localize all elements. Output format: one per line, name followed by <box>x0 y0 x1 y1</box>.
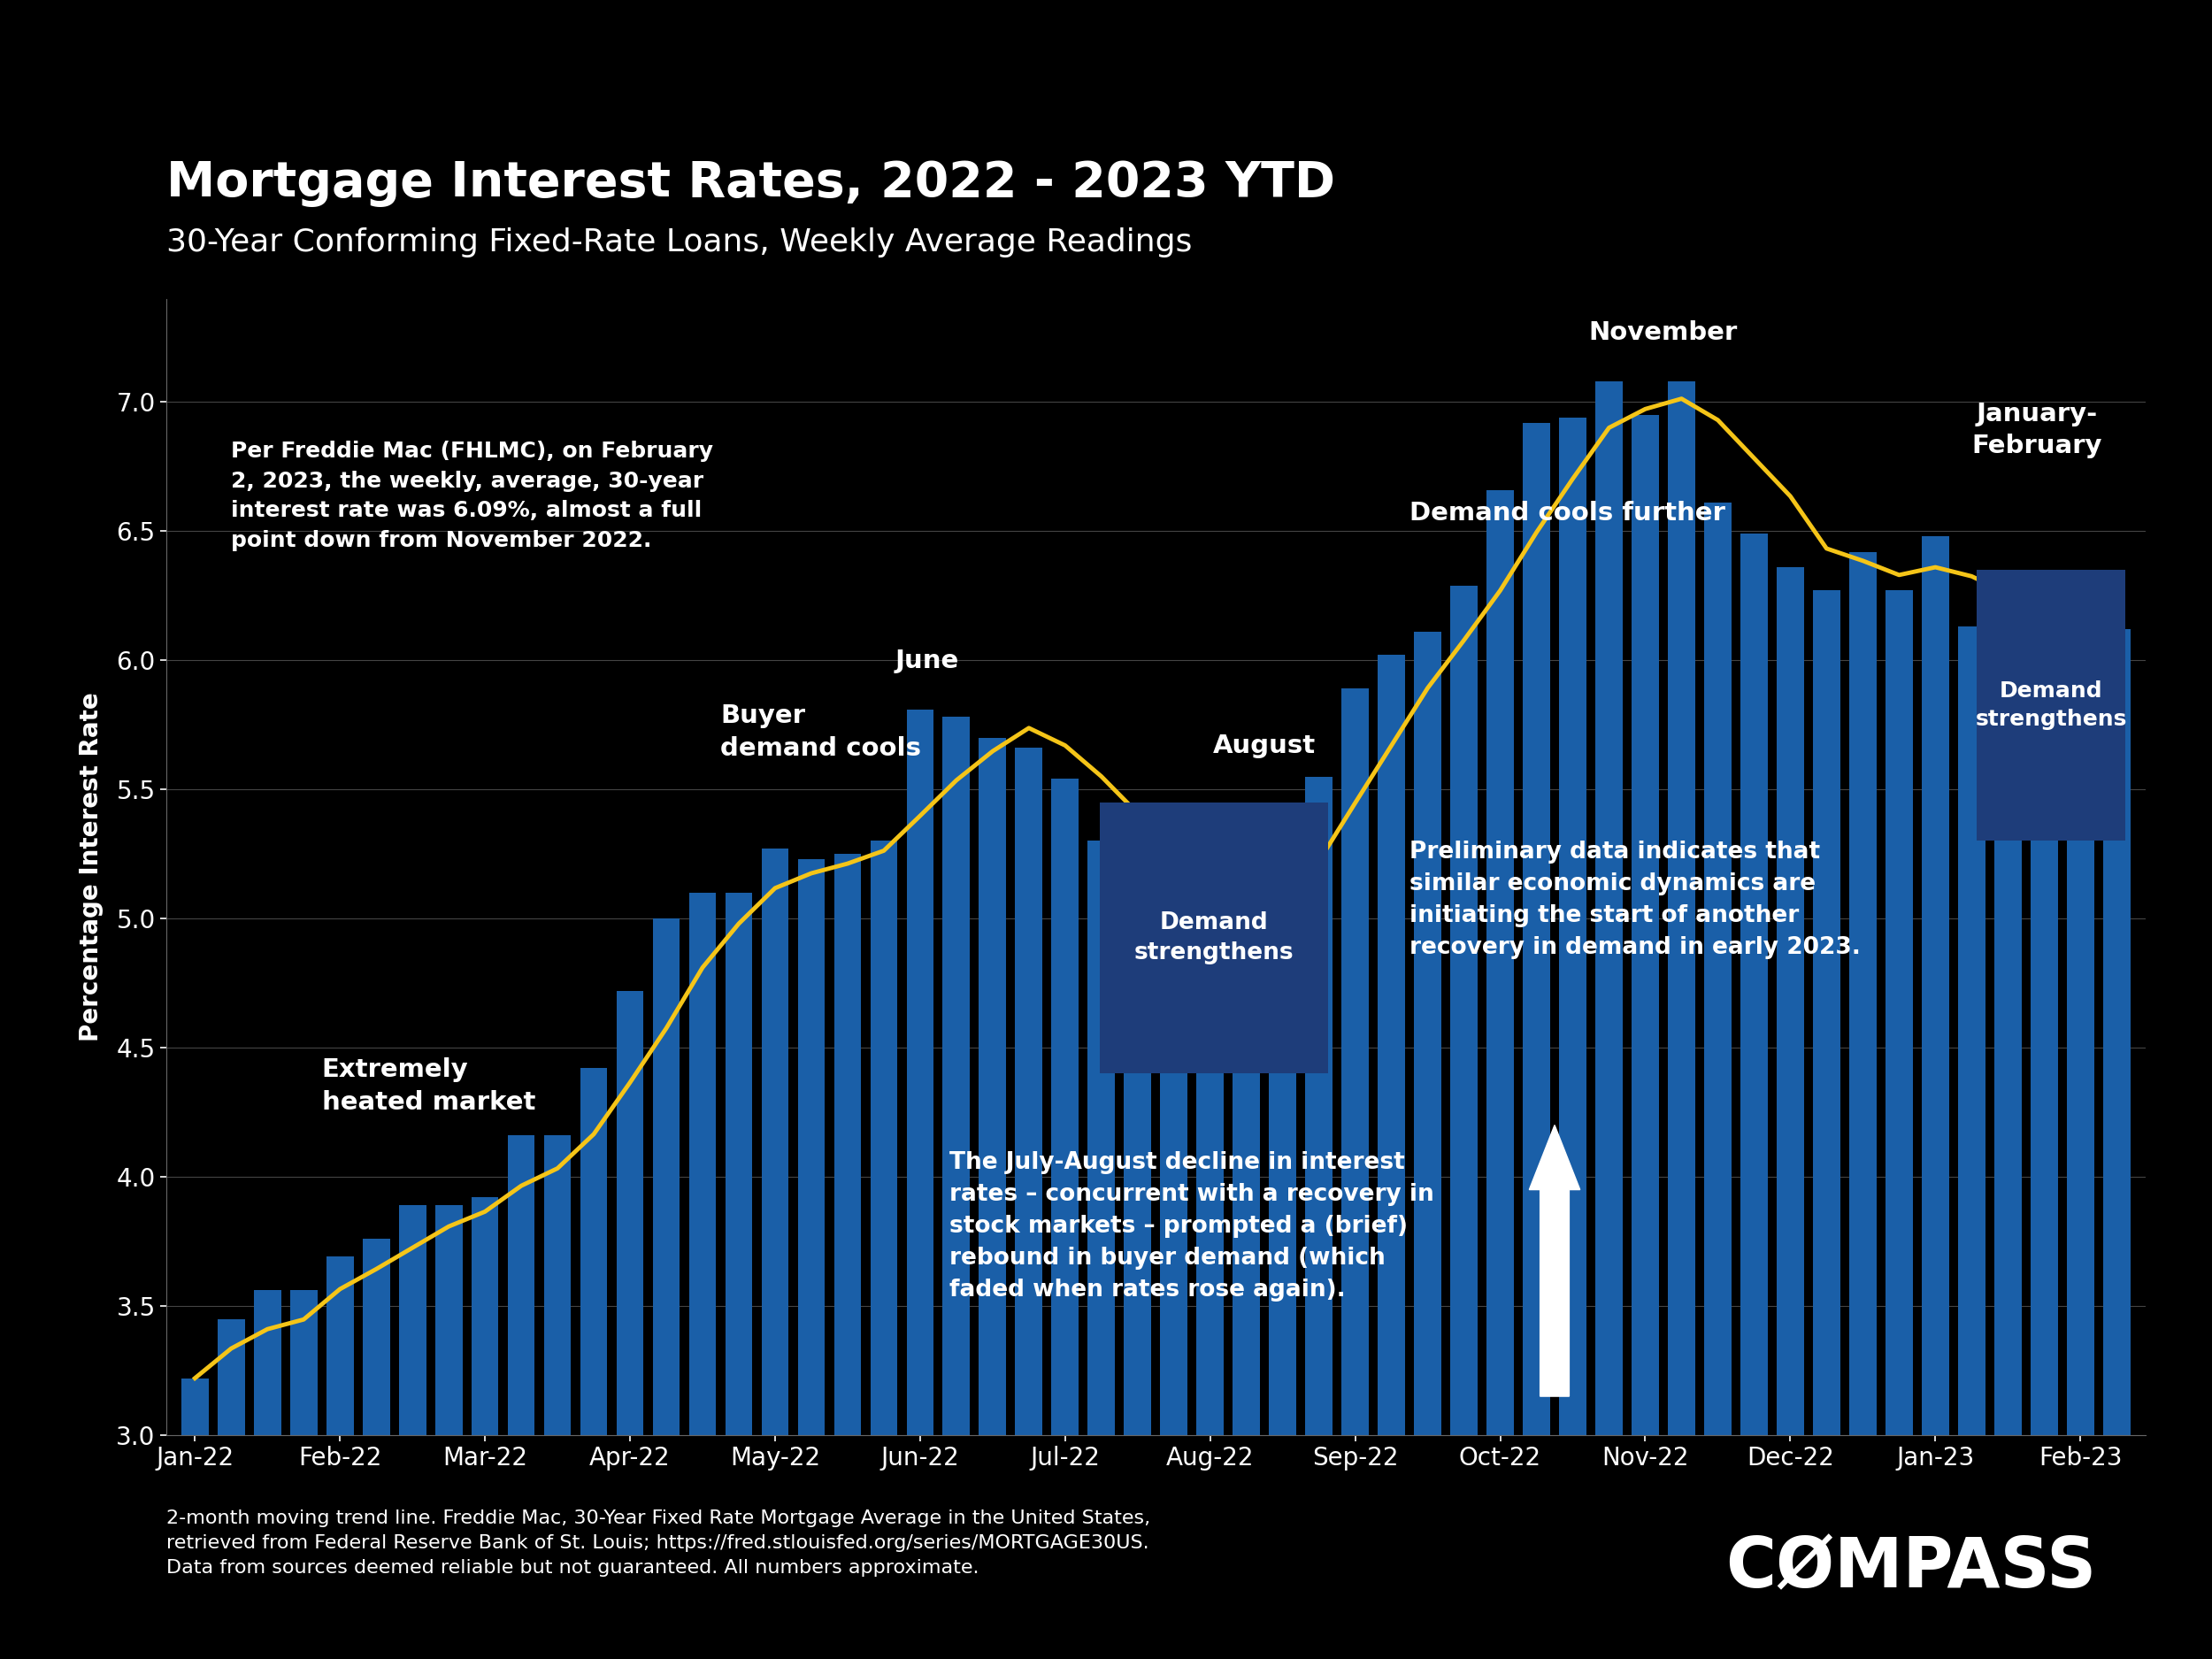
Bar <box>980 738 1006 1435</box>
Bar <box>580 1068 608 1435</box>
Text: August: August <box>1212 733 1316 758</box>
Bar <box>2104 629 2130 1435</box>
Bar <box>1522 423 1551 1435</box>
Bar <box>1161 921 1188 1435</box>
Bar <box>907 710 933 1435</box>
Bar <box>1305 776 1332 1435</box>
Bar <box>1595 382 1624 1435</box>
Bar <box>1486 489 1513 1435</box>
Bar <box>1451 586 1478 1435</box>
Bar <box>1051 780 1079 1435</box>
Text: Buyer
demand cools: Buyer demand cools <box>721 703 922 761</box>
Bar <box>436 1204 462 1435</box>
Text: Demand
strengthens: Demand strengthens <box>1975 680 2128 730</box>
Bar <box>1343 688 1369 1435</box>
Bar <box>1849 552 1876 1435</box>
Bar <box>507 1135 535 1435</box>
Bar <box>2031 637 2057 1435</box>
Bar <box>726 893 752 1435</box>
Bar <box>1703 503 1732 1435</box>
Bar <box>1741 534 1767 1435</box>
Bar <box>1776 567 1805 1435</box>
Bar <box>1378 655 1405 1435</box>
Text: Per Freddie Mac (FHLMC), on February
2, 2023, the weekly, average, 30-year
inter: Per Freddie Mac (FHLMC), on February 2, … <box>232 441 714 551</box>
Text: November: November <box>1588 320 1739 345</box>
Bar <box>2066 629 2095 1435</box>
Bar <box>290 1291 316 1435</box>
Bar <box>398 1204 427 1435</box>
Text: The July-August decline in interest
rates – concurrent with a recovery in
stock : The July-August decline in interest rate… <box>949 1151 1433 1301</box>
Text: Preliminary data indicates that
similar economic dynamics are
initiating the sta: Preliminary data indicates that similar … <box>1409 841 1860 959</box>
Bar <box>1995 622 2022 1435</box>
Text: June: June <box>896 649 960 674</box>
Text: Demand
strengthens: Demand strengthens <box>1135 911 1294 964</box>
Bar <box>544 1135 571 1435</box>
Bar <box>1015 748 1042 1435</box>
Bar <box>761 849 790 1435</box>
Text: Mortgage Interest Rates, 2022 - 2023 YTD: Mortgage Interest Rates, 2022 - 2023 YTD <box>166 159 1334 207</box>
Bar <box>688 893 717 1435</box>
Text: January-
February: January- February <box>1971 401 2101 460</box>
Bar <box>942 717 969 1435</box>
Bar <box>471 1198 498 1435</box>
Text: 30-Year Conforming Fixed-Rate Loans, Weekly Average Readings: 30-Year Conforming Fixed-Rate Loans, Wee… <box>166 227 1192 257</box>
Bar <box>327 1258 354 1435</box>
Bar <box>1124 884 1150 1435</box>
FancyBboxPatch shape <box>1978 569 2126 841</box>
Text: Extremely
heated market: Extremely heated market <box>321 1058 535 1115</box>
Bar <box>834 854 860 1435</box>
Bar <box>217 1319 246 1435</box>
Bar <box>1232 884 1261 1435</box>
Bar <box>1270 861 1296 1435</box>
Bar <box>1668 382 1694 1435</box>
Bar <box>869 841 898 1435</box>
Bar <box>799 859 825 1435</box>
Text: 2-month moving trend line. Freddie Mac, 30-Year Fixed Rate Mortgage Average in t: 2-month moving trend line. Freddie Mac, … <box>166 1510 1150 1578</box>
Bar <box>1559 418 1586 1435</box>
Bar <box>363 1239 389 1435</box>
Bar <box>1632 415 1659 1435</box>
Bar <box>1885 591 1913 1435</box>
Bar <box>617 990 644 1435</box>
Bar <box>653 919 679 1435</box>
Y-axis label: Percentage Interest Rate: Percentage Interest Rate <box>80 692 104 1042</box>
FancyBboxPatch shape <box>1099 803 1327 1073</box>
Bar <box>1958 627 1984 1435</box>
Bar <box>254 1291 281 1435</box>
Text: Demand cools further: Demand cools further <box>1409 501 1725 526</box>
Text: CØMPASS: CØMPASS <box>1725 1535 2097 1603</box>
Bar <box>1088 841 1115 1435</box>
Bar <box>1922 536 1949 1435</box>
Bar <box>181 1379 208 1435</box>
Bar <box>1413 632 1442 1435</box>
FancyArrow shape <box>1528 1125 1579 1397</box>
Bar <box>1197 921 1223 1435</box>
Bar <box>1814 591 1840 1435</box>
